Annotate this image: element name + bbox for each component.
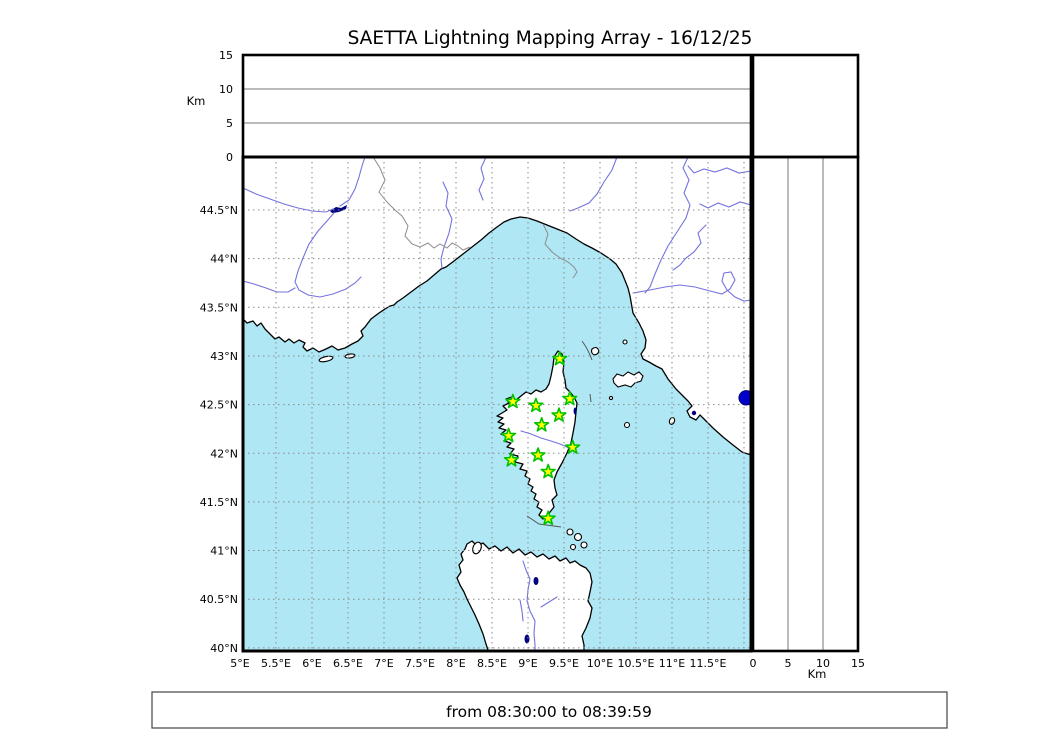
island-elba — [612, 371, 644, 388]
island-montecristo — [623, 421, 631, 429]
station-star-marker — [505, 393, 521, 409]
lon-tick-label: 8.5°E — [477, 657, 507, 670]
station-star-marker — [540, 510, 556, 526]
lat-tick-label: 43°N — [210, 350, 238, 363]
lat-tick-label: 43.5°N — [200, 301, 238, 314]
station-star-marker — [551, 350, 568, 366]
lat-tick-label: 41°N — [210, 545, 238, 558]
lon-tick-label: 8°E — [446, 657, 465, 670]
island-pianosa — [608, 395, 614, 401]
lat-tick-label: 40.5°N — [200, 593, 238, 606]
lon-tick-label: 5°E — [230, 657, 249, 670]
lat-tick-label: 44°N — [210, 253, 238, 266]
island-gorgona — [622, 339, 628, 345]
altitude-tick-label-top: 15 — [219, 49, 233, 62]
panel-frames — [241, 53, 860, 653]
lon-tick-label: 6°E — [302, 657, 321, 670]
time-range-box — [151, 691, 948, 729]
altitude-tick-label-right: 5 — [785, 657, 792, 670]
event-markers — [738, 390, 751, 406]
lon-tick-label: 7°E — [374, 657, 393, 670]
lat-tick-label: 42°N — [210, 447, 238, 460]
station-star-marker — [533, 416, 550, 432]
rivers — [243, 157, 751, 651]
station-star-marker — [530, 447, 546, 462]
lon-tick-label: 10°E — [587, 657, 613, 670]
coastline-mainland — [243, 157, 751, 456]
altitude-tick-label-top: 0 — [226, 151, 233, 164]
lon-tick-label: 5.5°E — [261, 657, 291, 670]
lat-tick-label: 44.5°N — [200, 204, 238, 217]
right-altitude-panel-frame — [751, 155, 860, 653]
station-star-marker — [503, 452, 520, 467]
island-giglio — [668, 417, 676, 425]
station-star-marker — [540, 463, 556, 479]
lon-tick-label: 11°E — [659, 657, 685, 670]
island-maddalena-1 — [566, 528, 574, 536]
country-borders — [372, 157, 578, 279]
island-maddalena-2 — [573, 532, 583, 542]
lake-sardinia-north — [533, 577, 539, 585]
time-range-caption: from 08:30:00 to 08:39:59 — [446, 703, 652, 721]
small-islands — [318, 339, 676, 555]
island-porquerolles — [318, 355, 334, 363]
station-star-marker — [551, 407, 567, 422]
station-star-marker — [500, 427, 517, 443]
sea-boundary-marks — [526, 340, 593, 528]
top-altitude-panel-frame — [241, 53, 753, 159]
station-star-marker — [528, 397, 544, 413]
lake-sardinia-south — [524, 634, 530, 644]
altitude-tick-label-right: 0 — [750, 657, 757, 670]
top-altitude-panel-gridlines — [243, 88, 751, 124]
island-maddalena-3 — [569, 543, 577, 551]
lat-tick-label: 42.5°N — [200, 399, 238, 412]
station-markers — [500, 350, 581, 526]
altitude-tick-label-top: 5 — [226, 117, 233, 130]
station-star-marker — [564, 439, 581, 455]
lon-tick-label: 11.5°E — [690, 657, 727, 670]
corner-panel-frame — [751, 53, 860, 159]
lagoon-orbetello — [691, 410, 697, 416]
axis-tick-labels: 5°E 5.5°E 6°E 6.5°E 7°E 7.5°E 8°E 8.5°E 9°E 9.5°E… — [200, 49, 865, 670]
lat-tick-label: 41.5°N — [200, 496, 238, 509]
lat-tick-label: 40°N — [210, 642, 238, 655]
lon-tick-label: 10.5°E — [618, 657, 655, 670]
lon-tick-label: 9°E — [518, 657, 537, 670]
altitude-tick-label-top: 10 — [219, 83, 233, 96]
map-frame — [241, 155, 753, 653]
island-caprera — [580, 541, 588, 549]
top-altitude-axis-label: Km — [187, 94, 206, 108]
figure-title: SAETTA Lightning Mapping Array - 16/12/2… — [348, 28, 753, 49]
island-capraia — [590, 346, 600, 356]
lakes — [330, 205, 697, 644]
station-star-marker — [562, 390, 578, 406]
right-altitude-panel-gridlines — [787, 157, 824, 651]
event-dot — [738, 390, 751, 406]
lake-serre-poncon — [330, 205, 347, 213]
altitude-tick-label-right: 15 — [851, 657, 865, 670]
map-panel — [243, 157, 751, 651]
right-altitude-axis-label: Km — [808, 667, 827, 681]
lon-tick-label: 7.5°E — [405, 657, 435, 670]
lon-tick-label: 9.5°E — [549, 657, 579, 670]
coastline-sardinia — [456, 540, 593, 651]
lagoon-biguglia — [573, 407, 577, 415]
altitude-tick-label-right: 10 — [816, 657, 830, 670]
lon-tick-label: 6.5°E — [333, 657, 363, 670]
